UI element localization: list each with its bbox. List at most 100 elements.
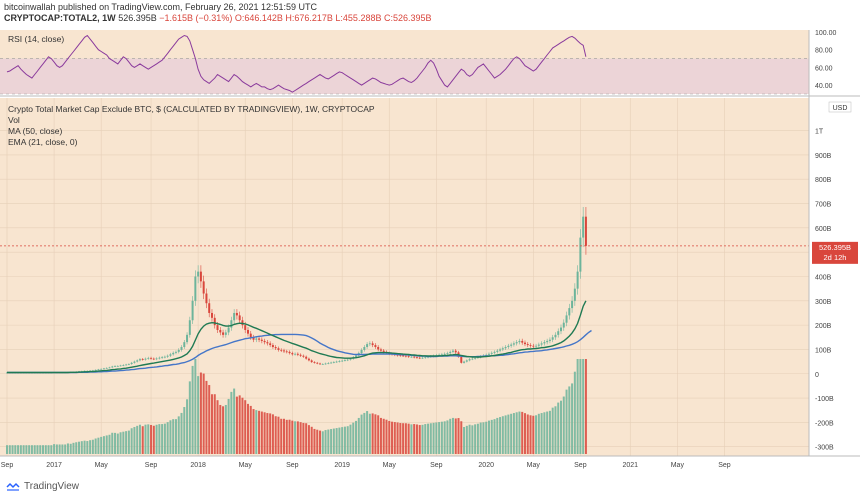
candle (233, 312, 236, 321)
volume-bar (194, 359, 197, 454)
candle (501, 348, 504, 350)
x-tick-label: May (239, 462, 253, 469)
candle (548, 339, 551, 341)
y-tick-label: 0 (815, 372, 819, 379)
volume-bar (302, 422, 305, 454)
chart-title: Crypto Total Market Cap Exclude BTC, $ (… (8, 104, 375, 114)
candle (199, 271, 202, 282)
volume-bar (579, 359, 582, 454)
volume-bar (33, 445, 36, 454)
volume-bar (144, 424, 147, 454)
x-tick-label: Sep (718, 462, 731, 469)
volume-bar (271, 414, 274, 454)
candle (327, 363, 330, 364)
volume-bar (440, 421, 443, 454)
volume-bar (554, 406, 557, 454)
candle (163, 356, 166, 358)
candle (568, 308, 571, 316)
volume-bar (230, 391, 233, 454)
candle (258, 338, 261, 340)
volume-bar (371, 413, 374, 454)
candle (269, 343, 272, 346)
candle (216, 325, 219, 330)
volume-bar (163, 423, 166, 454)
legend-vol: Vol (8, 115, 20, 125)
x-tick-label: Sep (430, 462, 443, 469)
candle (144, 358, 147, 360)
candle (523, 342, 526, 345)
volume-bar (30, 445, 33, 454)
candle (136, 360, 139, 362)
volume-bar (36, 445, 39, 454)
candle (294, 353, 297, 355)
volume-bar (543, 412, 546, 454)
volume-bar (127, 430, 130, 454)
y-tick-label: 1T (815, 129, 824, 136)
volume-bar (415, 424, 418, 454)
price-axis: -300B-200B-100B0100B200B300B400B500B600B… (815, 129, 834, 452)
volume-bar (6, 445, 8, 454)
candle (474, 357, 477, 359)
volume-bar (551, 407, 554, 454)
last-price: 526.395B (118, 13, 157, 23)
volume-bar (427, 423, 430, 454)
x-tick-label: 2019 (334, 462, 350, 469)
volume-bar (327, 429, 330, 454)
volume-bar (177, 416, 180, 454)
candle (277, 348, 280, 350)
brand-name[interactable]: TradingView (24, 481, 80, 492)
volume-bar (540, 413, 543, 454)
volume-bar (53, 444, 56, 454)
symbol[interactable]: CRYPTOCAP:TOTAL2, 1W (4, 13, 116, 23)
candle (349, 358, 352, 360)
candle (446, 353, 449, 354)
candle (246, 329, 249, 334)
volume-bar (457, 418, 460, 454)
candle (280, 349, 283, 351)
volume-bar (548, 410, 551, 454)
x-tick-label: May (671, 462, 685, 469)
y-tick-label: 800B (815, 177, 832, 184)
footer: TradingView (6, 481, 79, 492)
legend-ema: EMA (21, close, 0) (8, 137, 78, 147)
candle (346, 359, 349, 361)
x-tick-label: Sep (286, 462, 299, 469)
volume-bar (186, 399, 189, 454)
volume-bar (252, 409, 255, 454)
currency-box (828, 101, 852, 113)
candle (169, 354, 172, 356)
volume-bar (485, 421, 488, 454)
volume-bar (407, 423, 410, 454)
volume-bar (305, 423, 308, 454)
candle (515, 342, 518, 344)
candle (288, 351, 291, 354)
candle (371, 343, 374, 346)
volume-bar (432, 422, 435, 454)
candle (335, 361, 338, 363)
volume-bar (224, 404, 227, 454)
candle (382, 350, 385, 352)
y-tick-label: -300B (815, 445, 834, 452)
legend-ma: MA (50, close) (8, 126, 62, 136)
volume-bar (474, 424, 477, 454)
price-pane: Crypto Total Market Cap Exclude BTC, $ (… (0, 98, 858, 456)
volume-bar (310, 426, 313, 454)
volume-bar (535, 415, 538, 454)
volume-bar (321, 431, 324, 454)
candle (554, 334, 557, 338)
volume-bar (562, 396, 565, 454)
candle (241, 320, 244, 326)
volume-bar (152, 425, 155, 454)
chart-canvas[interactable]: RSI (14, close) 40.00 60.00 80.00 100.00 Cr… (0, 26, 860, 478)
volume-bar (291, 420, 294, 454)
candle (490, 352, 493, 354)
volume-bar (94, 438, 97, 454)
volume-bar (391, 421, 394, 454)
candle (582, 216, 585, 238)
volume-bar (515, 412, 518, 454)
candle (213, 317, 216, 326)
volume-bar (249, 405, 252, 454)
volume-bar (116, 433, 119, 454)
volume-bar (147, 424, 150, 454)
volume-bar (8, 445, 11, 454)
